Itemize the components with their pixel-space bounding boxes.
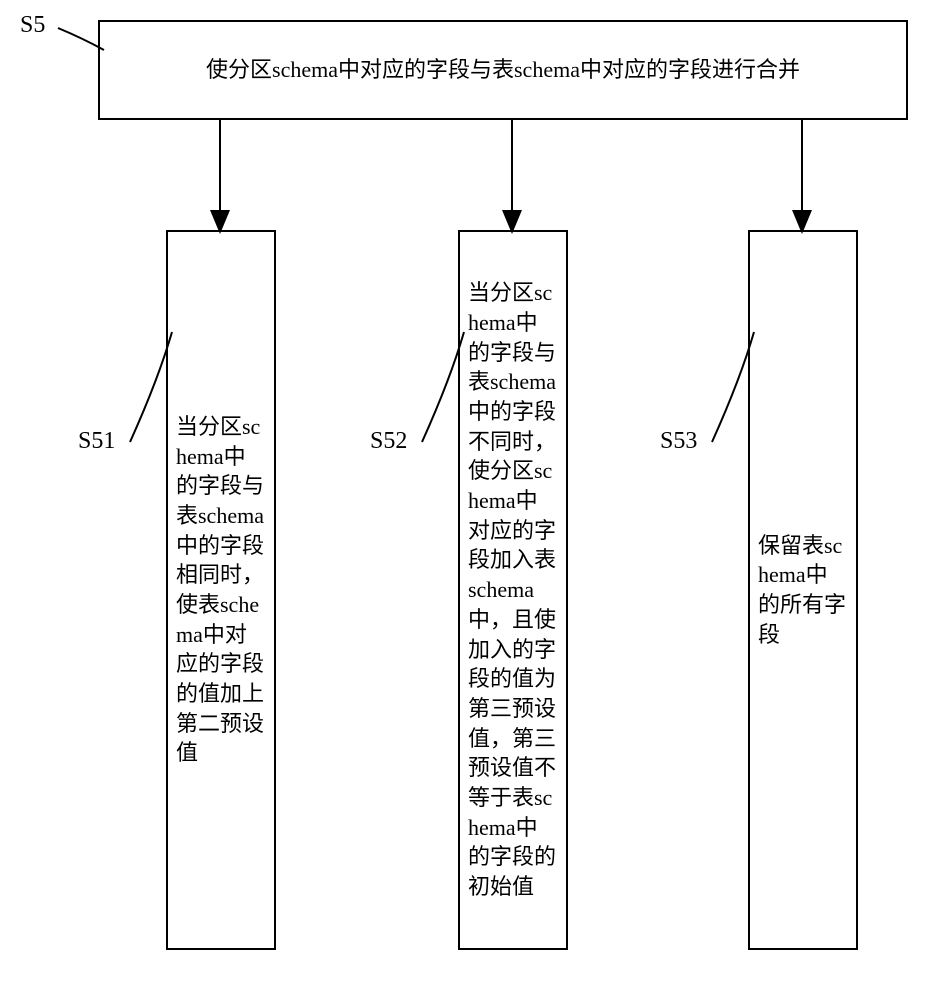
flow-step-s5-text: 使分区schema中对应的字段与表schema中对应的字段进行合并 — [206, 55, 800, 85]
flow-step-s51: 当分区schema中的字段与表schema中的字段相同时，使表schema中对应… — [166, 230, 276, 950]
flow-step-s52-text: 当分区schema中的字段与表schema中的字段不同时，使分区schema中对… — [468, 278, 558, 901]
label-s51: S51 — [78, 428, 115, 455]
label-s52: S52 — [370, 428, 407, 455]
flow-step-s51-text: 当分区schema中的字段与表schema中的字段相同时，使表schema中对应… — [176, 412, 266, 768]
label-s53: S53 — [660, 428, 697, 455]
flow-step-s5: 使分区schema中对应的字段与表schema中对应的字段进行合并 — [98, 20, 908, 120]
flow-step-s53-text: 保留表schema中的所有字段 — [758, 531, 848, 650]
flow-step-s52: 当分区schema中的字段与表schema中的字段不同时，使分区schema中对… — [458, 230, 568, 950]
label-s5: S5 — [20, 12, 45, 39]
flow-step-s53: 保留表schema中的所有字段 — [748, 230, 858, 950]
